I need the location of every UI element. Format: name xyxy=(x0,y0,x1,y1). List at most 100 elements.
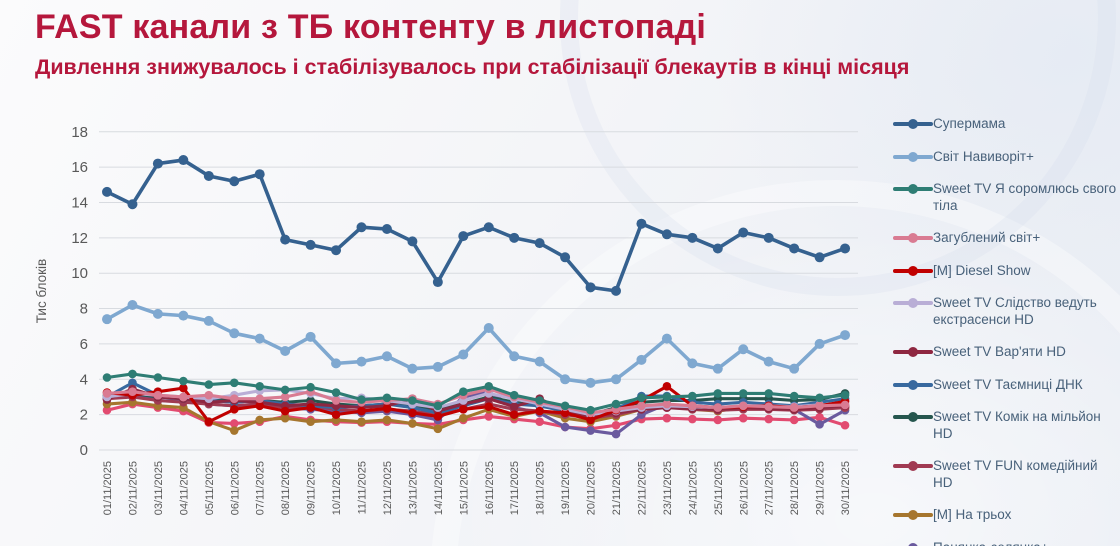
data-point-marker xyxy=(661,333,672,344)
legend-line-marker-icon xyxy=(893,119,933,129)
data-point-marker xyxy=(305,331,316,342)
data-point-marker xyxy=(509,410,519,419)
data-point-marker xyxy=(840,390,850,400)
legend-line-marker-icon xyxy=(893,298,933,308)
legend-item-label: Супермама xyxy=(933,116,1006,131)
data-point-marker xyxy=(280,406,290,416)
legend-item: Sweet TV Комік на мільйон HD xyxy=(893,409,1119,442)
data-point-marker xyxy=(661,229,672,240)
legend-item: [M] Diesel Show xyxy=(893,263,1119,280)
data-point-marker xyxy=(814,338,825,349)
data-point-marker xyxy=(484,382,494,391)
data-point-marker xyxy=(153,390,163,400)
data-point-marker xyxy=(152,308,163,319)
data-point-marker xyxy=(738,344,749,355)
legend-dot-icon xyxy=(908,184,918,194)
data-point-marker xyxy=(458,349,469,360)
data-point-marker xyxy=(432,277,443,288)
legend-dot-icon xyxy=(908,233,918,243)
data-point-marker xyxy=(408,408,417,418)
data-point-marker xyxy=(815,412,824,422)
legend-line-marker-icon xyxy=(893,265,933,276)
data-point-marker xyxy=(459,387,468,396)
legend-item: Панянка-селянка+ xyxy=(893,540,1119,546)
data-point-marker xyxy=(764,414,773,424)
data-point-marker xyxy=(305,239,316,250)
data-point-marker xyxy=(356,356,367,367)
data-point-marker xyxy=(483,323,494,334)
legend-item: Sweet TV Слідство ведуть екстрасенси HD xyxy=(893,295,1119,328)
data-point-marker xyxy=(255,401,264,411)
data-point-marker xyxy=(662,399,672,409)
x-axis-tick-label: 03/11/2025 xyxy=(153,461,165,515)
data-point-marker xyxy=(229,405,239,414)
x-axis-tick-label: 17/11/2025 xyxy=(509,461,521,515)
data-point-marker xyxy=(713,415,723,425)
data-point-marker xyxy=(381,224,392,234)
data-point-marker xyxy=(280,392,290,402)
data-point-marker xyxy=(840,243,851,254)
data-point-marker xyxy=(585,377,596,388)
data-point-marker xyxy=(204,380,214,389)
y-axis-tick-label: 4 xyxy=(80,371,88,388)
data-point-marker xyxy=(382,404,392,413)
legend-item-label: Панянка-селянка+ xyxy=(933,540,1049,546)
data-point-marker xyxy=(458,231,469,242)
legend-item-label: [M] Diesel Show xyxy=(933,262,1031,278)
data-point-marker xyxy=(840,330,851,341)
data-point-marker xyxy=(738,401,748,411)
x-axis-tick-label: 04/11/2025 xyxy=(178,461,190,515)
data-point-marker xyxy=(484,412,494,421)
data-point-marker xyxy=(433,401,443,411)
x-axis-tick-label: 06/11/2025 xyxy=(229,461,241,515)
data-point-marker xyxy=(560,374,571,385)
x-axis-tick-label: 10/11/2025 xyxy=(331,461,343,515)
data-point-marker xyxy=(381,351,392,362)
data-point-marker xyxy=(712,243,723,254)
legend-item-label: Sweet TV Комік на мільйон HD xyxy=(933,409,1101,441)
legend-item: Світ Навиворіт+ xyxy=(893,149,1119,166)
data-point-marker xyxy=(407,236,418,247)
x-axis-tick-label: 12/11/2025 xyxy=(382,461,394,515)
data-point-marker xyxy=(331,388,341,397)
x-axis-tick-label: 25/11/2025 xyxy=(713,461,725,515)
data-point-marker xyxy=(535,396,544,405)
data-point-marker xyxy=(459,405,468,414)
legend-line-marker-icon xyxy=(893,412,933,422)
data-point-marker xyxy=(229,419,239,428)
data-point-marker xyxy=(255,382,264,391)
data-point-marker xyxy=(356,222,367,233)
x-axis-tick-label: 24/11/2025 xyxy=(687,461,699,515)
legend-dot-icon xyxy=(908,347,918,357)
data-point-marker xyxy=(764,389,773,398)
data-point-marker xyxy=(586,415,595,425)
data-point-marker xyxy=(178,310,189,321)
data-point-marker xyxy=(687,232,698,243)
legend-item: Загублений світ+ xyxy=(893,230,1119,247)
data-point-marker xyxy=(331,410,341,419)
data-point-marker xyxy=(687,358,698,369)
x-axis-tick-label: 08/11/2025 xyxy=(280,461,292,515)
data-point-marker xyxy=(178,155,189,166)
data-point-marker xyxy=(459,413,468,423)
legend-dot-icon xyxy=(908,265,918,276)
data-point-marker xyxy=(789,403,799,412)
data-point-marker xyxy=(407,363,418,374)
data-point-marker xyxy=(433,412,443,421)
data-point-marker xyxy=(127,300,138,311)
legend-dot-icon xyxy=(908,542,918,546)
data-point-marker xyxy=(382,393,392,403)
data-point-marker xyxy=(764,402,773,411)
data-point-marker xyxy=(763,356,774,367)
data-point-marker xyxy=(152,158,163,169)
y-axis-tick-label: 14 xyxy=(71,194,88,211)
data-point-marker xyxy=(789,243,800,254)
data-point-marker xyxy=(814,252,825,263)
x-axis-tick-label: 01/11/2025 xyxy=(102,461,114,515)
line-chart-plot-area: 0 2 4 6 8 10 12 14 16 18 Тис блоків 01/11/2025 02/11… xyxy=(34,124,858,515)
legend-item-label: Sweet TV Таємниці ДНК xyxy=(933,376,1083,392)
legend-line-marker-icon xyxy=(893,347,933,357)
y-axis-tick-label: 12 xyxy=(71,230,88,247)
data-point-marker xyxy=(331,245,342,256)
data-point-marker xyxy=(484,402,494,411)
